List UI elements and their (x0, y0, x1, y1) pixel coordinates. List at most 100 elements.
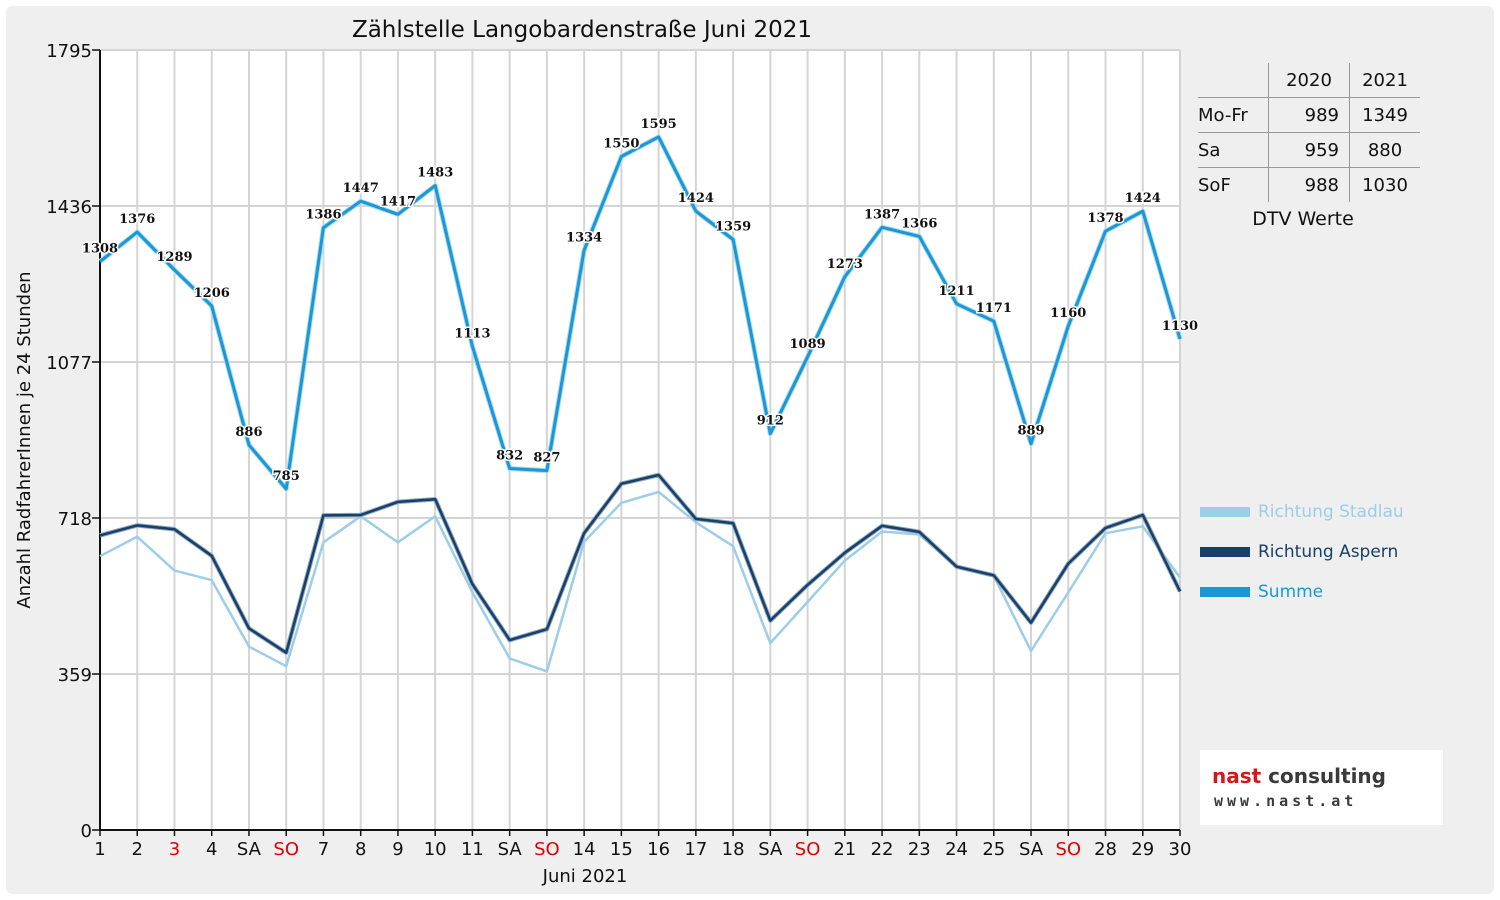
data-label: 1206 (194, 286, 230, 301)
table-cell: Mo-Fr (1198, 97, 1269, 133)
x-tick-label: 9 (392, 839, 403, 860)
legend-label-stadlau: Richtung Stadlau (1258, 502, 1404, 522)
table-cell: 959 (1268, 132, 1350, 168)
x-tick-label: 16 (647, 839, 670, 860)
x-tick-label: 25 (982, 839, 1005, 860)
y-tick-label: 1795 (46, 41, 92, 62)
table-header-cell (1198, 63, 1269, 98)
legend-label-aspern: Richtung Aspern (1258, 542, 1399, 562)
table-cell: Sa (1198, 132, 1269, 168)
x-tick-label: SA (1019, 839, 1044, 860)
axes: 0 359 718 1077 1436 1795 1 2 3 4 SA SO 7 8 9 10 11 SA SO 14… (46, 41, 1191, 860)
logo-name-part1: nast (1212, 764, 1262, 788)
data-label: 1366 (901, 216, 937, 231)
table-header-row: 2020 2021 (1198, 63, 1420, 98)
data-label: 1160 (1050, 306, 1086, 321)
data-label: 1387 (864, 207, 900, 222)
table-row: Sa 959 880 (1198, 132, 1420, 168)
company-logo: nast consulting www.nast.at (1200, 750, 1443, 825)
data-label: 1171 (976, 301, 1012, 316)
x-axis-title: Juni 2021 (542, 866, 628, 887)
data-label: 1334 (566, 230, 602, 245)
dtv-table: 2020 2021 Mo-Fr 989 1349 Sa 959 880 SoF … (1198, 63, 1420, 202)
table-header-cell: 2021 (1349, 63, 1420, 98)
data-label: 1424 (678, 191, 714, 206)
series-lines (98, 134, 1183, 673)
x-tick-label: 4 (206, 839, 217, 860)
logo-name: nast consulting (1212, 764, 1386, 788)
table-cell: 989 (1268, 97, 1350, 133)
data-label: 1424 (1125, 191, 1161, 206)
data-label: 1417 (380, 194, 416, 209)
x-tick-label: 24 (945, 839, 968, 860)
series-line-stadlau (99, 490, 1182, 673)
table-cell: 1030 (1349, 167, 1420, 202)
x-tick-label: 14 (573, 839, 596, 860)
data-label: 832 (496, 448, 523, 463)
x-tick-label: 30 (1169, 839, 1192, 860)
data-label: 1386 (305, 208, 341, 223)
x-tick-label: SA (758, 839, 783, 860)
legend-item-aspern: Richtung Aspern (1200, 532, 1404, 572)
x-tick-label: 1 (94, 839, 105, 860)
y-tick-label: 718 (58, 509, 92, 530)
legend-item-stadlau: Richtung Stadlau (1200, 492, 1404, 532)
table-row: Mo-Fr 989 1349 (1198, 97, 1420, 133)
data-label: 1359 (715, 219, 751, 234)
data-label: 889 (1017, 424, 1044, 439)
x-tick-label: 8 (355, 839, 366, 860)
legend-label-summe: Summe (1258, 582, 1324, 602)
y-tick-label: 359 (58, 665, 92, 686)
data-label: 912 (757, 414, 784, 429)
x-tick-label: SO (795, 839, 821, 860)
chart-title: Zählstelle Langobardenstraße Juni 2021 (352, 17, 812, 43)
table-cell: 880 (1349, 132, 1420, 168)
data-label: 1595 (641, 117, 677, 132)
series-line-aspern (99, 473, 1182, 654)
x-tick-label: 15 (610, 839, 633, 860)
legend-swatch-summe (1200, 587, 1250, 597)
data-label: 1211 (938, 284, 974, 299)
data-label: 785 (273, 469, 300, 484)
data-label: 1273 (827, 257, 863, 272)
data-label: 886 (235, 425, 262, 440)
x-tick-label: 18 (722, 839, 745, 860)
data-label: 827 (533, 451, 560, 466)
x-tick-label: 21 (833, 839, 856, 860)
legend-swatch-aspern (1200, 547, 1250, 557)
legend-swatch-stadlau (1200, 507, 1250, 517)
y-axis-title: Anzahl RadfahrerInnen je 24 Stunden (14, 271, 35, 608)
x-tick-label: SO (1055, 839, 1081, 860)
x-tick-label: 23 (908, 839, 931, 860)
x-tick-label: SO (273, 839, 299, 860)
data-label: 1378 (1087, 211, 1123, 226)
plot-area (100, 50, 1180, 830)
logo-name-part2: consulting (1268, 764, 1386, 788)
x-tick-label: 10 (424, 839, 447, 860)
table-cell: 1349 (1349, 97, 1420, 133)
legend: Richtung Stadlau Richtung Aspern Summe (1200, 492, 1404, 612)
y-tick-label: 1077 (46, 353, 92, 374)
data-label: 1089 (789, 337, 825, 352)
x-tick-label: 7 (318, 839, 329, 860)
table-header-cell: 2020 (1268, 63, 1350, 98)
x-tick-label: 2 (132, 839, 143, 860)
logo-url: www.nast.at (1214, 792, 1358, 810)
y-tick-label: 1436 (46, 197, 92, 218)
x-tick-label: 11 (461, 839, 484, 860)
x-tick-label: 22 (871, 839, 894, 860)
data-label: 1447 (343, 181, 379, 196)
data-label: 1376 (119, 212, 155, 227)
series-line-summe (99, 135, 1182, 491)
data-label: 1550 (603, 136, 639, 151)
x-tick-label: 17 (684, 839, 707, 860)
table-cell: 988 (1268, 167, 1350, 202)
data-label: 1130 (1162, 319, 1198, 334)
y-tick-label: 0 (81, 821, 92, 842)
x-tick-label: 29 (1131, 839, 1154, 860)
table-row: SoF 988 1030 (1198, 167, 1420, 202)
data-label: 1483 (417, 166, 453, 181)
legend-item-summe: Summe (1200, 572, 1404, 612)
